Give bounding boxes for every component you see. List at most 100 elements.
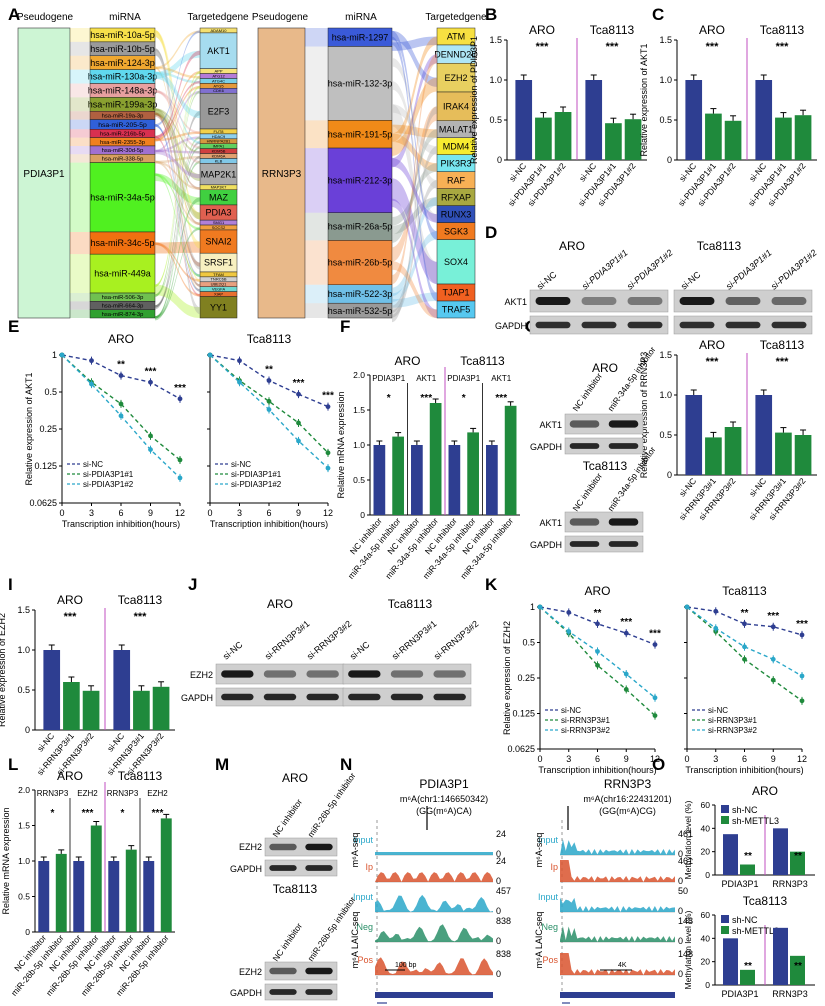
- sankey-header: miRNA: [109, 12, 141, 23]
- blot-row-label: GAPDH: [530, 540, 562, 550]
- x-tick-label: 12: [797, 754, 807, 764]
- data-point: [118, 413, 124, 419]
- track-row-label: Ip: [365, 862, 373, 872]
- track-scale-min: 0: [496, 906, 501, 916]
- x-tick-label: 0: [684, 754, 689, 764]
- sankey-link: [70, 97, 90, 112]
- sankey-link: [155, 30, 200, 220]
- sankey-link: [155, 71, 200, 119]
- sankey-target-label: MALAT1: [439, 124, 473, 134]
- blot-band: [433, 693, 466, 701]
- sankey-link: [70, 154, 90, 163]
- sankey-link: [155, 160, 200, 226]
- blot-band: [569, 518, 600, 526]
- cell-line-title: ARO: [282, 771, 308, 785]
- sankey-link: [392, 30, 437, 240]
- sankey-link: [155, 50, 200, 79]
- track-scale-max: 148: [678, 916, 693, 926]
- y-tick-label: 0.25: [39, 424, 57, 434]
- sankey-link: [392, 104, 437, 155]
- sankey-link: [70, 111, 90, 120]
- y-tick-label: 1.5: [489, 35, 502, 45]
- bar: [773, 927, 788, 985]
- sankey-link: [155, 90, 200, 149]
- panel-label-o: O: [652, 755, 665, 774]
- sankey-link: [392, 180, 437, 318]
- panel-label-e: E: [8, 317, 19, 336]
- sankey-mirna-label: hsa-miR-522-3p: [328, 289, 393, 299]
- bar: [585, 80, 603, 160]
- x-tick-label: 6: [118, 508, 123, 518]
- lane-label: si-RRN3P3#1: [263, 618, 312, 661]
- bar: [125, 849, 137, 932]
- sankey-link: [392, 197, 437, 235]
- data-point: [799, 632, 805, 638]
- lane-label: miR-34a-5p inhibitor: [605, 445, 657, 514]
- sankey-mirna-label: hsa-miR-1297: [332, 32, 389, 42]
- cell-line-title: Tca8113: [590, 23, 635, 37]
- blot-membrane: [564, 437, 644, 455]
- significance-stars: **: [594, 608, 602, 619]
- sankey-link: [155, 108, 200, 182]
- sankey-link: [392, 36, 437, 51]
- x-axis-title: Transcription inhibition(hours): [538, 765, 656, 775]
- cell-line-title: Tca8113: [760, 23, 805, 37]
- sankey-link: [155, 50, 200, 140]
- sankey-target-label: KDM6A: [212, 153, 226, 158]
- sankey-target-label: ATG12: [212, 73, 225, 78]
- bar: [605, 123, 622, 160]
- track-row-label: Input: [538, 835, 559, 845]
- sankey-mirna-label: hsa-miR-212-3p: [328, 176, 393, 186]
- sankey-target-label: RAF: [447, 175, 466, 185]
- lane-label: si-RRN3P3#2: [305, 618, 354, 661]
- cell-line-title: ARO: [108, 332, 134, 346]
- sankey-link: [392, 197, 437, 297]
- sankey-link: [155, 71, 200, 84]
- data-point: [623, 630, 629, 636]
- sankey-mirna-label: hsa-miR-874-3p: [102, 312, 144, 318]
- track-scale-max: 24: [496, 829, 506, 839]
- bar: [685, 395, 703, 475]
- data-point: [118, 373, 124, 378]
- sankey-mirna-label: hsa-miR-199a-3p: [88, 99, 158, 109]
- gene-label: AKT1: [416, 374, 437, 383]
- bar: [740, 969, 755, 985]
- methylation-chart-0: ARO 0 20 40 60 Methylation level (%) sh-NCsh-M…: [683, 784, 815, 889]
- sankey-target-label: CDK6: [213, 88, 224, 93]
- y-tick-label: 20: [701, 957, 711, 967]
- sankey-link: [155, 30, 200, 127]
- blot-row-label: GAPDH: [530, 442, 562, 452]
- significance-stars: ***: [174, 383, 186, 394]
- lane-label: si-PDIA3P1#1: [580, 248, 630, 292]
- sankey-target-label: RFXAP: [441, 192, 471, 202]
- sankey-link: [392, 54, 437, 285]
- blot-row-label: AKT1: [539, 518, 562, 528]
- significance-stars: ***: [134, 611, 148, 623]
- sankey-mirna-label: hsa-miR-2355-3p: [100, 140, 145, 146]
- sankey-target-label: SRSF1: [204, 258, 233, 268]
- sankey-link: [155, 71, 200, 142]
- data-point: [325, 450, 331, 456]
- y-axis-title: Relative expression of RRN3P3: [639, 352, 649, 479]
- y-tick-label: 0: [497, 155, 502, 165]
- legend-label: si-PDIA3P1#2: [83, 480, 134, 489]
- cell-line-title: Tca8113: [273, 882, 318, 896]
- significance-stars: **: [741, 608, 749, 619]
- sankey-link: [155, 136, 200, 297]
- sankey-link: [155, 90, 200, 134]
- sankey-target-node: [199, 296, 238, 319]
- sankey-link: [155, 30, 200, 70]
- track-row-label: Pos: [357, 955, 373, 965]
- bar: [38, 861, 50, 932]
- track-group-label: m⁶A-seq: [350, 833, 360, 868]
- x-tick-label: 3: [566, 754, 571, 764]
- x-tick-label: RRN3P3: [772, 989, 808, 999]
- bar-chart-i: 0 0.5 1.0 1.5 Relative expression of EZH2 ARO…: [0, 593, 175, 777]
- sankey-target-node: [436, 91, 476, 121]
- blot-band: [725, 321, 761, 329]
- sankey-link: [70, 293, 90, 302]
- line-chart-k: Relative expression of EZH2 ARO 1 0.5 0.25 0.…: [502, 584, 808, 775]
- y-tick-label: 0.5: [353, 475, 365, 485]
